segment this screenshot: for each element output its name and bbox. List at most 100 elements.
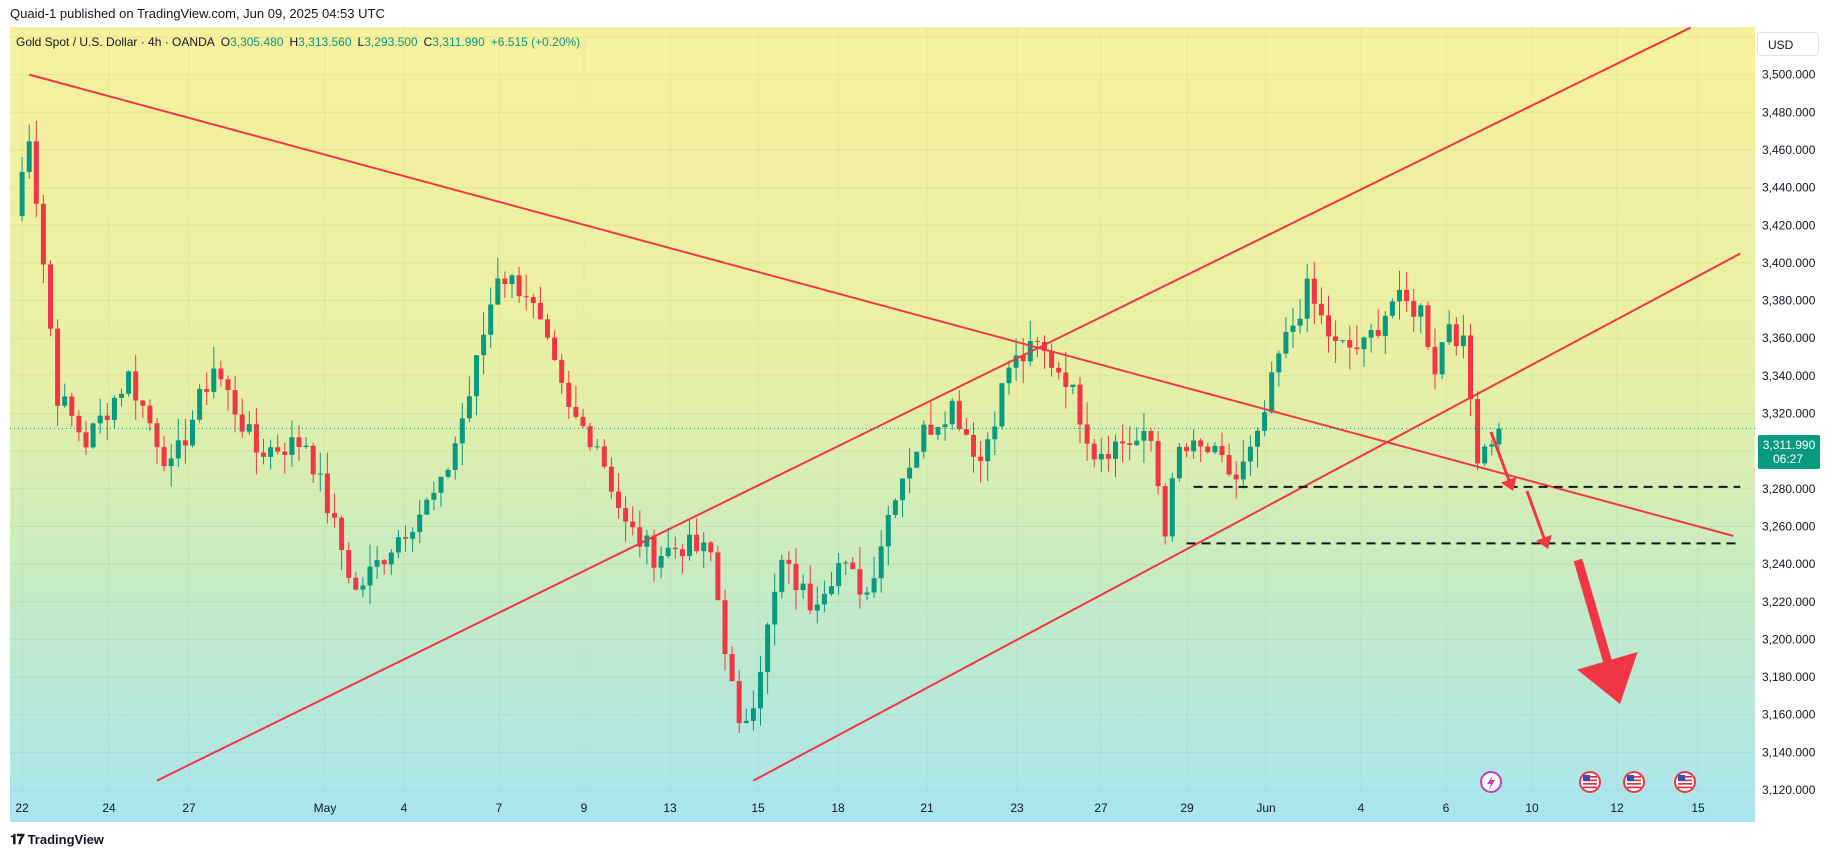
candle-body [559,359,565,383]
candle-body [1340,340,1346,342]
candle-body [225,379,231,391]
candle-body [1120,441,1126,444]
candle-body [1091,443,1097,460]
price-axis[interactable]: 3,520.0003,500.0003,480.0003,460.0003,44… [1762,30,1816,797]
candle-body [1262,412,1268,431]
candle-body [119,393,124,398]
candle-body [104,415,110,420]
price-tick-label: 3,340.000 [1762,369,1816,383]
candle-body [1432,346,1438,375]
candle-body [403,537,408,539]
candle-body [1155,440,1161,487]
candle-body [197,388,203,420]
candle-body [1169,478,1175,537]
candle-body [1482,446,1488,464]
candle-body [658,556,664,568]
flag-stripe [1678,783,1692,785]
candle-body [530,297,536,303]
candle-body [495,278,501,305]
symbol-name[interactable]: Gold Spot / U.S. Dollar · 4h · OANDA [16,35,215,49]
candle-body [310,445,316,475]
price-tick-label: 3,140.000 [1762,745,1816,759]
time-axis[interactable]: 22 24 27 May 4 7 9 13 15 18 21 23 27 29 Jun 4 6 10 12 15 [15,801,1705,815]
candle-body [466,396,472,419]
candle-body [388,552,394,565]
candle-body [33,141,39,204]
time-tick-label: 27 [1094,801,1108,815]
candle-body [40,203,46,265]
time-tick-label: 13 [663,801,677,815]
price-tick-label: 3,200.000 [1762,632,1816,646]
candle-body [566,382,572,407]
candle-body [701,542,707,552]
candle-body [552,337,558,360]
us-flag-event-icon[interactable] [1674,771,1696,793]
candle-body [779,559,785,592]
tradingview-footer[interactable]: 𝟏𝟕 TradingView [10,831,104,848]
trendline-layer[interactable] [28,26,1741,782]
candle-body [608,466,614,492]
event-markers[interactable] [1480,771,1696,793]
candle-body [1418,305,1424,317]
candle-body [921,424,927,452]
candle-body [1006,367,1012,384]
candle-body [395,537,401,553]
candle-body [48,264,53,329]
price-tick-label: 3,400.000 [1762,256,1816,270]
price-tick-label: 3,180.000 [1762,670,1816,684]
price-tick-label: 3,380.000 [1762,294,1816,308]
price-tick-label: 3,420.000 [1762,218,1816,232]
tradingview-logo-icon: 𝟏𝟕 [10,831,25,847]
us-flag-event-icon[interactable] [1623,771,1645,793]
candle-body [722,600,728,654]
symbol-legend[interactable]: Gold Spot / U.S. Dollar · 4h · OANDA O 3,… [16,35,580,49]
flag-canton [1678,775,1685,781]
lightning-event-icon[interactable] [1480,771,1502,793]
currency-selector[interactable]: USD [1757,32,1819,56]
candle-body [1049,351,1055,368]
candle-body [900,478,905,501]
candle-body [1404,289,1410,302]
candle-body [1070,384,1076,387]
low-label: L [357,35,365,49]
rising-channel-upper-line [156,26,1692,782]
candle-body [1148,431,1154,441]
candle-body [1219,445,1225,456]
candle-body [147,405,153,424]
candle-body [1056,367,1062,373]
candle-body [1397,289,1402,302]
candle-body [1034,340,1040,342]
candle-body [793,563,799,591]
candle-body [1354,347,1360,350]
time-tick-label: 15 [751,801,765,815]
candle-body [601,446,607,467]
high-value: 3,313.560 [298,35,352,49]
price-badge-value: 3,311.990 [1763,438,1816,452]
time-tick-label: 12 [1610,801,1624,815]
candle-body [1439,342,1445,375]
candle-body [637,527,643,547]
candle-body [1297,318,1303,326]
candle-body [417,514,423,533]
candle-body [1191,440,1197,452]
candle-body [182,440,188,446]
candle-body [715,552,721,601]
publish-credit: Quaid-1 published on TradingView.com, Ju… [10,6,385,21]
time-tick-label: 22 [15,801,29,815]
candle-body [885,514,891,547]
flag-stripe [1627,783,1641,785]
candle-body [864,592,870,595]
candle-body [1389,301,1395,316]
candle-body [90,423,96,448]
candle-body [97,415,103,424]
price-tick-label: 3,160.000 [1762,708,1816,722]
candle-body [459,418,465,444]
projection-arrow [1573,558,1638,704]
candle-body [261,452,266,457]
price-tick-label: 3,260.000 [1762,519,1816,533]
us-flag-event-icon[interactable] [1579,771,1601,793]
candle-body [985,439,991,462]
candle-body [679,549,685,557]
candle-body [935,427,941,435]
